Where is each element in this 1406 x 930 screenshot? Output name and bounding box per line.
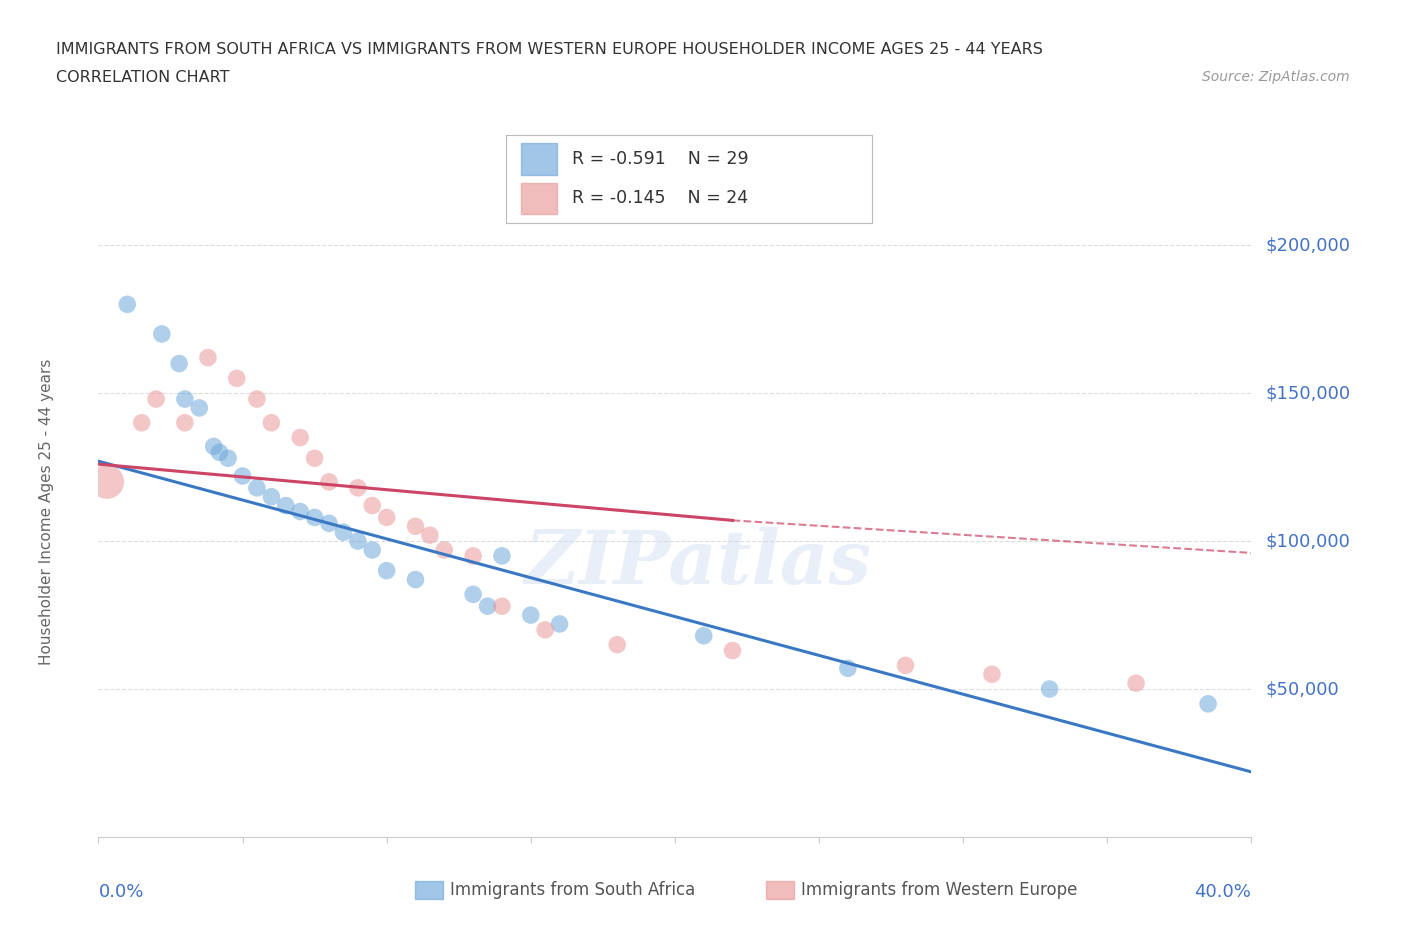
Point <box>894 658 917 672</box>
Text: CORRELATION CHART: CORRELATION CHART <box>56 70 229 85</box>
Point <box>477 599 499 614</box>
Point <box>375 564 398 578</box>
Point <box>167 356 190 371</box>
Point <box>461 587 484 602</box>
FancyBboxPatch shape <box>520 182 557 215</box>
Text: IMMIGRANTS FROM SOUTH AFRICA VS IMMIGRANTS FROM WESTERN EUROPE HOUSEHOLDER INCOM: IMMIGRANTS FROM SOUTH AFRICA VS IMMIGRAN… <box>56 42 1043 57</box>
Point <box>217 451 239 466</box>
Text: 40.0%: 40.0% <box>1195 883 1251 900</box>
Point <box>346 534 368 549</box>
Point <box>231 469 254 484</box>
Point <box>150 326 173 341</box>
Point <box>274 498 297 513</box>
Point <box>318 474 340 489</box>
Point <box>461 549 484 564</box>
Point <box>208 445 231 459</box>
Point <box>405 519 427 534</box>
Point <box>145 392 167 406</box>
Point <box>117 297 138 312</box>
Point <box>361 542 384 557</box>
Text: 0.0%: 0.0% <box>98 883 143 900</box>
Point <box>491 599 513 614</box>
Point <box>202 439 225 454</box>
Point <box>981 667 1004 682</box>
Point <box>346 481 368 496</box>
Point <box>188 401 211 416</box>
Text: ZIPatlas: ZIPatlas <box>524 527 872 600</box>
Point <box>405 572 427 587</box>
Point <box>260 489 283 504</box>
Point <box>491 549 513 564</box>
Point <box>197 351 219 365</box>
Point <box>375 510 398 525</box>
Point <box>96 474 118 489</box>
Point <box>290 430 312 445</box>
Point <box>693 629 716 644</box>
Point <box>290 504 312 519</box>
Point <box>534 622 557 637</box>
Text: Source: ZipAtlas.com: Source: ZipAtlas.com <box>1202 70 1350 84</box>
Text: $50,000: $50,000 <box>1265 680 1339 698</box>
Point <box>174 416 197 431</box>
Point <box>433 542 456 557</box>
Point <box>361 498 384 513</box>
Point <box>548 617 571 631</box>
Text: R = -0.591    N = 29: R = -0.591 N = 29 <box>572 150 748 167</box>
Point <box>1197 697 1219 711</box>
Point <box>318 516 340 531</box>
Point <box>304 451 326 466</box>
Point <box>520 607 543 622</box>
Point <box>260 416 283 431</box>
Text: $200,000: $200,000 <box>1265 236 1350 254</box>
Point <box>131 416 153 431</box>
Point <box>304 510 326 525</box>
Point <box>225 371 247 386</box>
Text: Immigrants from Western Europe: Immigrants from Western Europe <box>801 881 1078 899</box>
Text: Householder Income Ages 25 - 44 years: Householder Income Ages 25 - 44 years <box>39 358 53 665</box>
Point <box>1038 682 1062 697</box>
Text: R = -0.145    N = 24: R = -0.145 N = 24 <box>572 190 748 207</box>
Point <box>721 644 744 658</box>
Point <box>332 525 354 539</box>
Text: $150,000: $150,000 <box>1265 384 1350 402</box>
FancyBboxPatch shape <box>520 143 557 175</box>
Text: Immigrants from South Africa: Immigrants from South Africa <box>450 881 695 899</box>
Point <box>246 392 269 406</box>
Point <box>246 481 269 496</box>
Text: $100,000: $100,000 <box>1265 532 1350 550</box>
Point <box>419 527 441 542</box>
Point <box>1125 676 1147 691</box>
Point <box>837 661 859 676</box>
Point <box>606 637 628 652</box>
Point <box>174 392 197 406</box>
